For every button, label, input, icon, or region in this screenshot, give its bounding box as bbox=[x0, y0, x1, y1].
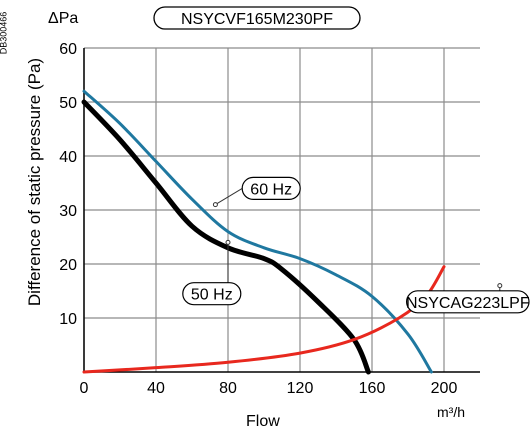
annotation-marker bbox=[497, 283, 503, 289]
y-axis-label: Difference of static pressure (Pa) bbox=[25, 58, 44, 306]
y-tick-label: 60 bbox=[59, 41, 77, 58]
y-tick-label: 40 bbox=[59, 149, 77, 166]
x-tick-label: 40 bbox=[147, 380, 165, 397]
annotation-marker bbox=[225, 239, 231, 245]
series-annotations: 60 Hz 50 Hz NSYCAG223LPF bbox=[182, 176, 530, 314]
series-line-50-hz bbox=[81, 99, 371, 375]
y-tick-label: 30 bbox=[59, 203, 77, 220]
annotation-box bbox=[182, 282, 242, 306]
annotation-box bbox=[241, 176, 301, 200]
grid bbox=[83, 47, 480, 373]
y-tick-labels: 10 20 30 40 50 60 bbox=[59, 41, 77, 328]
annotation-leader bbox=[215, 187, 243, 206]
series-lines bbox=[81, 89, 446, 375]
series-label: 50 Hz bbox=[191, 287, 233, 304]
x-axis-label: Flow bbox=[246, 413, 280, 430]
series-label: 60 Hz bbox=[250, 181, 292, 198]
chart-title: NSYCVF165M230PF bbox=[181, 11, 333, 28]
y-tick-label: 20 bbox=[59, 257, 77, 274]
x-tick-label: 120 bbox=[287, 380, 314, 397]
series-line-60-hz bbox=[82, 89, 433, 374]
x-tick-labels: 0 40 80 120 160 200 bbox=[80, 380, 458, 397]
title-box bbox=[153, 6, 361, 30]
series-line-nsycag223lpf bbox=[82, 265, 446, 374]
annotation-box bbox=[406, 290, 530, 314]
y-tick-label: 10 bbox=[59, 311, 77, 328]
x-tick-label: 200 bbox=[431, 380, 458, 397]
x-axis-unit: m³/h bbox=[437, 404, 465, 420]
annotation-marker bbox=[212, 202, 218, 208]
y-tick-label: 50 bbox=[59, 95, 77, 112]
y-axis-unit: ΔPa bbox=[48, 10, 78, 27]
x-tick-label: 160 bbox=[359, 380, 386, 397]
x-tick-label: 80 bbox=[219, 380, 237, 397]
x-tick-label: 0 bbox=[80, 380, 89, 397]
series-label: NSYCAG223LPF bbox=[406, 295, 530, 312]
